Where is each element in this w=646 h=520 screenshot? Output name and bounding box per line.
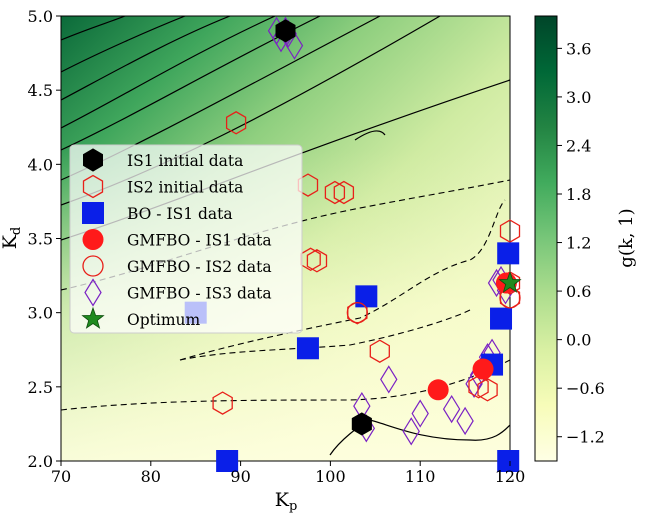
legend-label-is2-initial-data: IS2 initial data — [127, 179, 243, 197]
legend-marker-bo-is1-data — [82, 202, 104, 224]
is1-initial-data-point — [275, 19, 296, 43]
bo-is1-data-point — [216, 450, 239, 472]
colorbar-tick-label: 1.8 — [566, 185, 591, 204]
gmfbo-is2-data-point — [346, 302, 368, 324]
y-axis: 2.0 2.5 3.0 3.5 4.0 4.5 5.0 — [28, 7, 61, 471]
gmfbo-is1-data-point — [427, 379, 449, 401]
legend-marker-gmfbo-is2-data — [82, 255, 104, 277]
bo-is1-data-point — [490, 307, 513, 330]
legend-label-is1-initial-data: IS1 initial data — [127, 152, 243, 170]
x-axis-label: Kp — [275, 489, 298, 514]
colorbar-tick-label: −1.2 — [566, 428, 605, 447]
x-tick-label: 100 — [315, 467, 346, 486]
colorbar-tick-label: 1.2 — [566, 234, 591, 253]
gmfbo-is3-data-point — [380, 365, 398, 394]
legend-marker-optimum — [81, 306, 105, 329]
y-tick-label: 5.0 — [28, 7, 53, 26]
y-tick-label: 3.0 — [28, 304, 53, 323]
gmfbo-is3-data-point — [465, 369, 483, 399]
colorbar-tick-label: 3.6 — [566, 39, 591, 58]
colorbar-tick-label: −0.6 — [566, 379, 605, 398]
bo-is1-data-point — [497, 242, 520, 265]
x-tick-label: 70 — [51, 467, 71, 486]
is2-initial-data-point — [212, 391, 233, 415]
legend-marker-is1-initial-data — [83, 148, 103, 172]
y-tick-label: 4.0 — [28, 155, 53, 174]
is2-initial-data-point — [324, 180, 346, 205]
colorbar-tick-label: 3.0 — [566, 88, 591, 107]
x-tick-label: 110 — [405, 467, 436, 486]
legend-label-gmfbo-is3-data: GMFBO - IS3 data — [127, 285, 272, 303]
x-tick-label: 120 — [495, 467, 526, 486]
is2-initial-data-point — [225, 111, 247, 135]
data-marks — [184, 16, 522, 472]
legend-label-gmfbo-is1-data: GMFBO - IS1 data — [127, 232, 272, 250]
bo-is1-data-point — [296, 337, 319, 360]
is2-initial-data-point — [306, 249, 328, 273]
y-axis-label: Kd — [0, 227, 24, 250]
gmfbo-is3-data-point — [285, 31, 304, 60]
legend-marker-gmfbo-is1-data — [82, 229, 104, 250]
legend-label-bo-is1-data: BO - IS1 data — [127, 205, 233, 223]
x-tick-label: 90 — [230, 467, 250, 486]
colorbar-tick-label: 0.6 — [566, 282, 591, 301]
legend-marker-is2-initial-data — [82, 174, 104, 199]
colorbar-label: g(k, 1) — [616, 208, 637, 267]
is2-initial-data-point — [499, 219, 521, 243]
gmfbo-is1-data-point — [472, 358, 494, 380]
legend-label-optimum: Optimum — [127, 311, 200, 329]
is2-initial-data-point — [468, 375, 489, 399]
gmfbo-is3-data-point — [411, 399, 429, 428]
colorbar-tick-label: 0.0 — [566, 331, 591, 350]
bo-is1-data-point — [355, 285, 378, 308]
y-tick-label: 3.5 — [28, 230, 53, 249]
x-axis: 70 80 90 100 110 120 — [51, 461, 525, 486]
gmfbo-is3-data-point — [402, 417, 420, 446]
gmfbo-is3-data-point — [456, 406, 474, 436]
legend-label-gmfbo-is2-data: GMFBO - IS2 data — [127, 258, 272, 276]
gmfbo-is3-data-point — [442, 394, 461, 424]
is2-initial-data-point — [369, 339, 390, 363]
bo-is1-data-point — [497, 450, 520, 472]
is2-initial-data-point — [333, 180, 355, 205]
is2-initial-data-point — [477, 378, 498, 402]
legend: IS1 initial data IS2 initial data BO - IS1… — [69, 144, 303, 334]
legend-marker-gmfbo-is3-data — [84, 278, 102, 307]
y-tick-label: 2.0 — [28, 452, 53, 471]
colorbar: 3.6 3.0 2.4 1.8 1.2 0.6 0.0 −0.6 −1.2 g(k, 1) — [534, 15, 637, 462]
optimum-point — [498, 270, 522, 293]
y-tick-label: 4.5 — [28, 81, 53, 100]
is1-initial-data-point — [351, 412, 372, 436]
y-tick-label: 2.5 — [28, 378, 53, 397]
colorbar-tick-label: 2.4 — [566, 136, 591, 155]
x-tick-label: 80 — [141, 467, 161, 486]
